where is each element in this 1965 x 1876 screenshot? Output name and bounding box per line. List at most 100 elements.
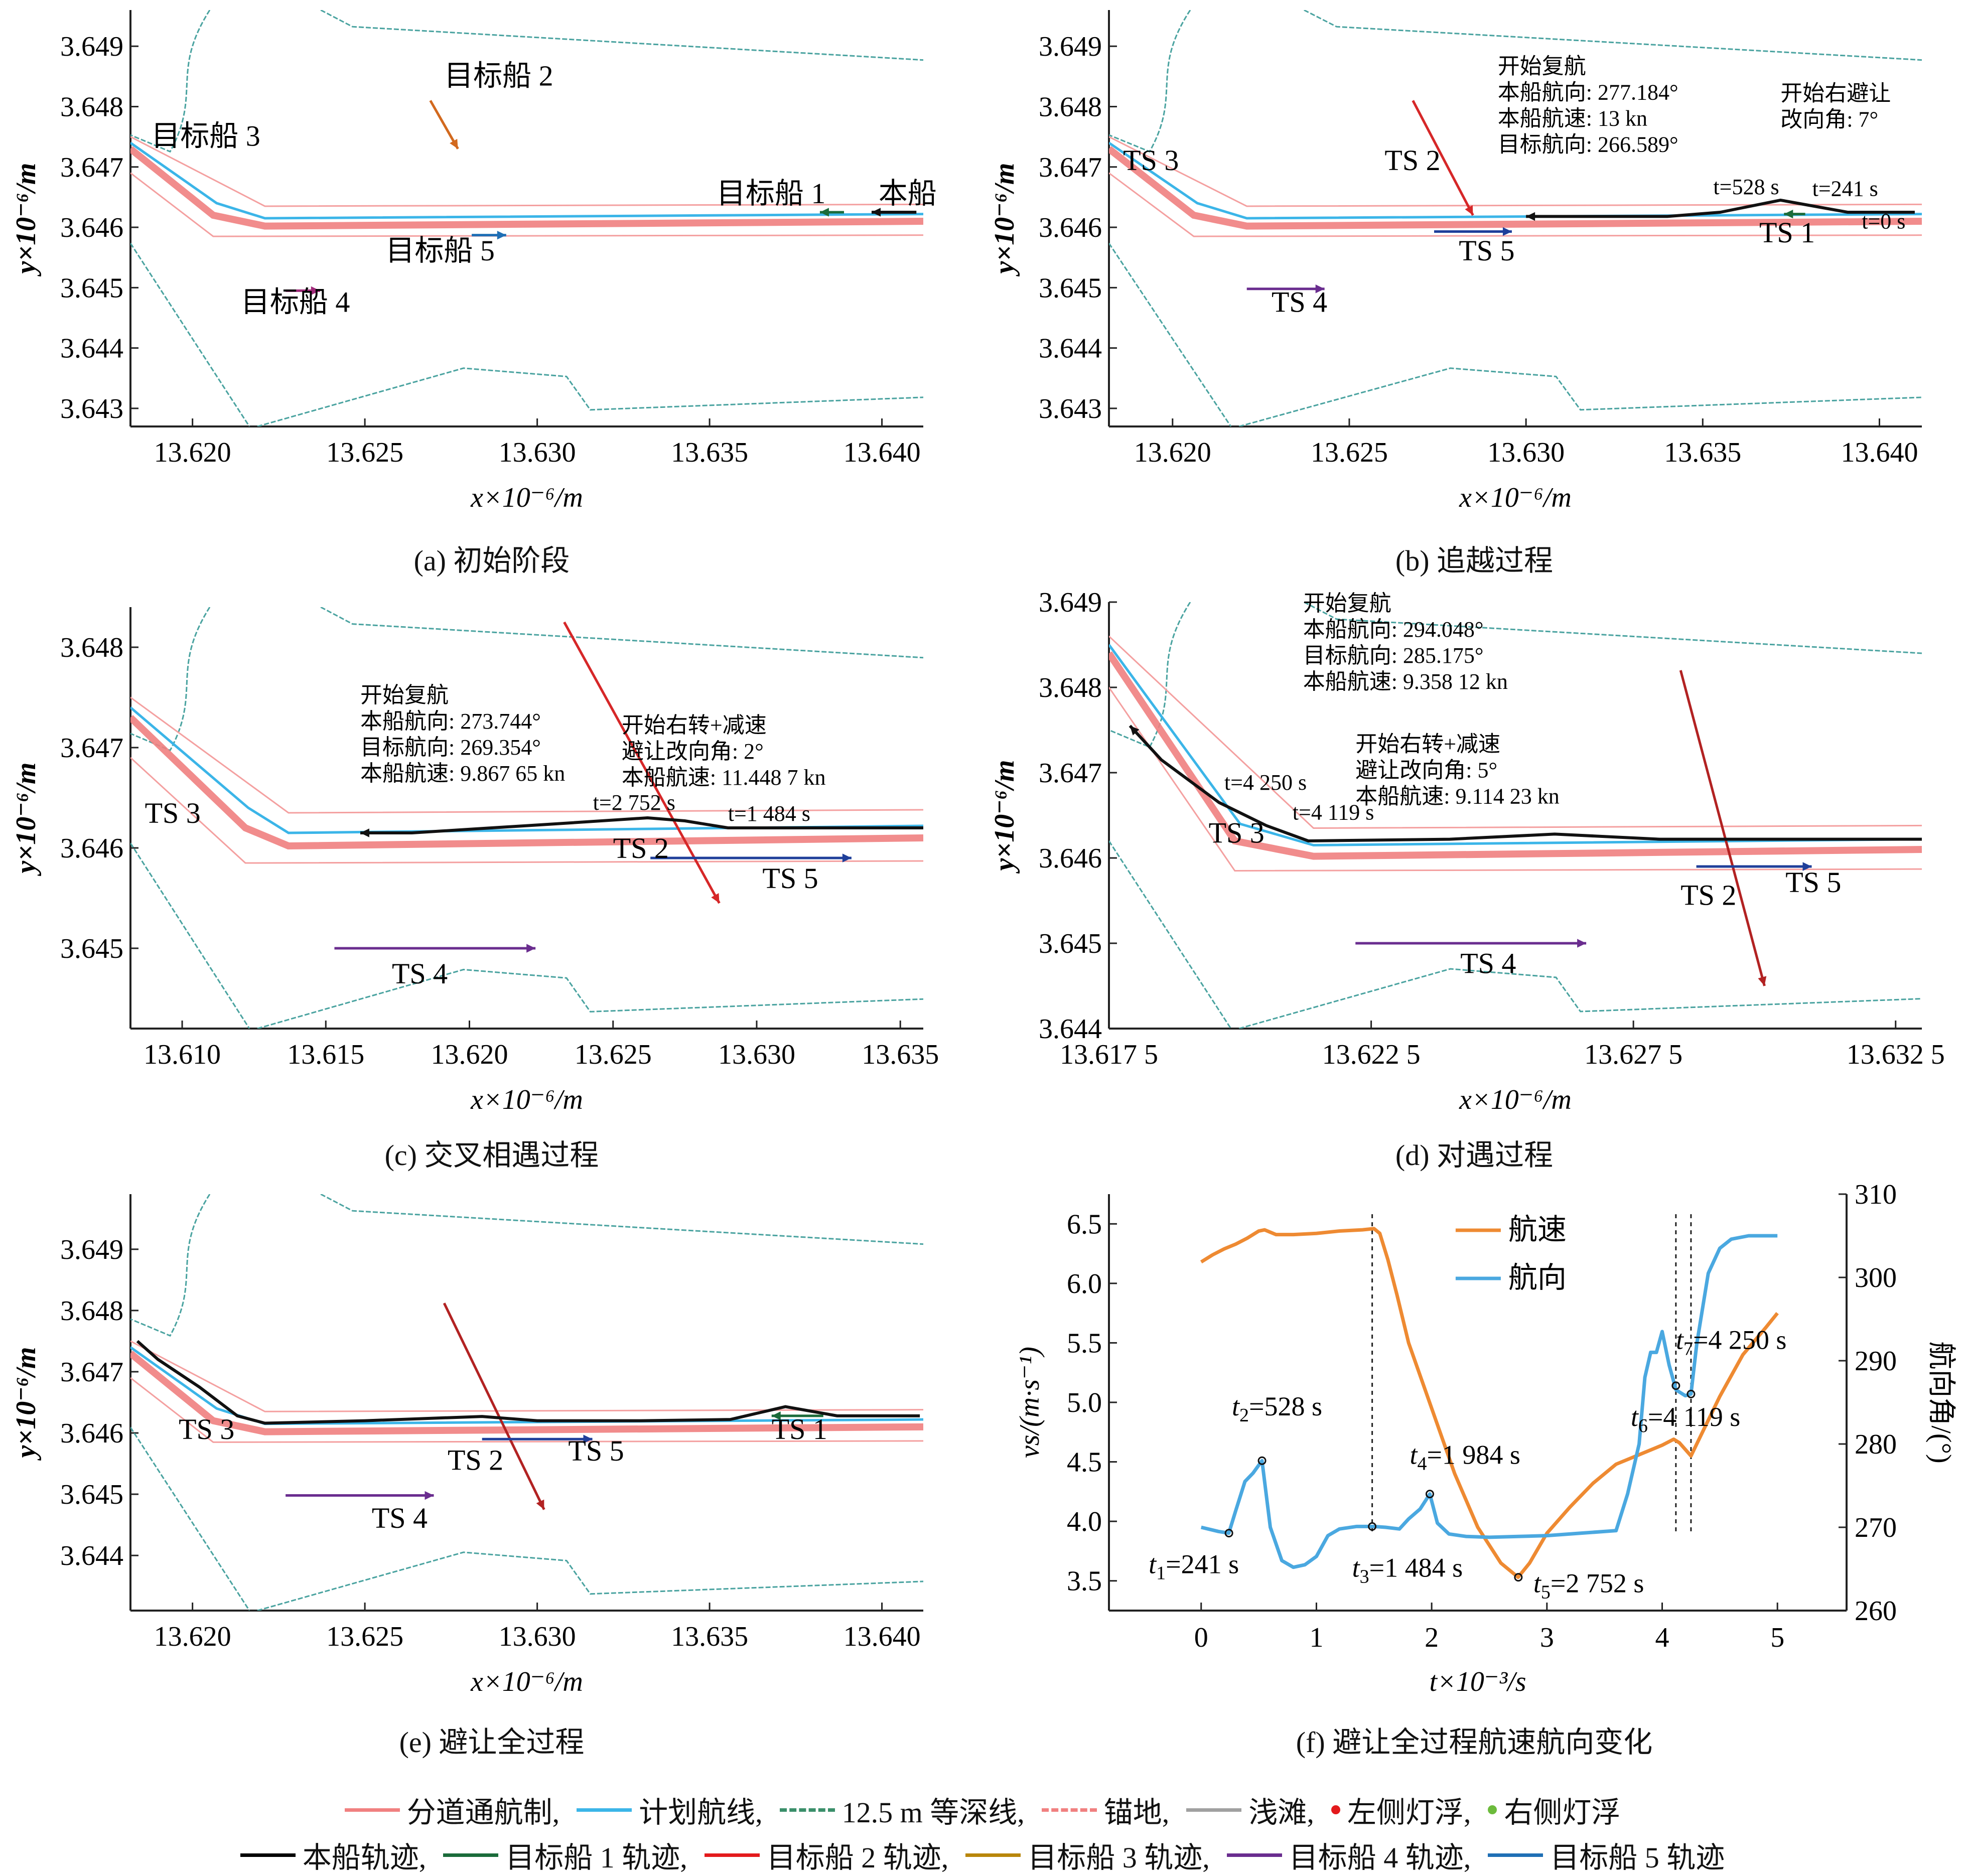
annotation-text: 目标航向: 266.589° <box>1498 132 1678 157</box>
y-tick-label: 3.649 <box>60 1234 123 1265</box>
annotation-text: t=2 752 s <box>593 790 675 815</box>
y-axis-label: y×10⁻⁶/m <box>11 1347 42 1461</box>
depth-contour-southwest <box>1109 242 1232 426</box>
caption-b: (b) 追越过程 <box>1395 544 1554 577</box>
x-tick-label: 13.632 5 <box>1847 1039 1945 1070</box>
event-label: t5=2 752 s <box>1533 1568 1644 1603</box>
event-marker <box>1257 1456 1267 1465</box>
y-tick-label-right: 260 <box>1855 1596 1897 1627</box>
event-label: t4=1 984 s <box>1410 1440 1520 1475</box>
x-tick-label: 13.635 <box>671 1621 748 1652</box>
arrowhead-ts5 <box>497 230 506 240</box>
y-tick-label: 3.644 <box>1039 1014 1102 1045</box>
ship-label: TS 4 <box>1460 947 1516 980</box>
track-ts2 <box>1412 100 1474 216</box>
arrowhead-os <box>1130 726 1140 736</box>
caption-e: (e) 避让全过程 <box>399 1726 585 1759</box>
arrowhead-ts4 <box>526 944 536 953</box>
x-tick-label: 13.620 <box>431 1039 508 1070</box>
plot-area <box>130 10 923 426</box>
legend-line-swatch <box>1186 1808 1242 1812</box>
legend-line-swatch <box>704 1853 760 1857</box>
legend-label: 航速 <box>1508 1213 1567 1246</box>
chart-a: 13.620 13.625 13.630 13.635 13.640 3.643 3.644… <box>11 10 937 513</box>
event-marker <box>1687 1389 1696 1398</box>
chart-b: 13.620 13.625 13.630 13.635 13.640 3.643 3.644… <box>989 10 1922 513</box>
chart-c: 13.610 13.615 13.620 13.625 13.630 13.635 3.64… <box>11 607 939 1115</box>
depth-contour-south <box>257 367 923 426</box>
plot-area <box>130 607 923 1029</box>
depth-contour-south <box>1238 367 1922 426</box>
arrowhead-ts1 <box>771 1411 781 1420</box>
annotation-text: t=528 s <box>1713 175 1779 199</box>
y-tick-label: 3.646 <box>60 212 123 243</box>
event-marker <box>1368 1522 1377 1531</box>
arrowhead-ts1 <box>1784 209 1793 219</box>
planned-route <box>130 706 923 834</box>
y-tick-label: 3.647 <box>1039 152 1102 183</box>
series-speed-line <box>1200 1227 1779 1579</box>
annotation-text: 本船航速: 9.867 65 kn <box>360 761 565 786</box>
y-tick-label: 3.645 <box>60 272 123 304</box>
panel-b: 13.620 13.625 13.630 13.635 13.640 3.643 3.644… <box>984 0 1965 582</box>
legend-item: 目标船 1 轨迹, <box>443 1834 687 1876</box>
event-label: t7=4 250 s <box>1676 1325 1786 1359</box>
y-tick-label: 3.648 <box>1039 91 1102 122</box>
annotation-text: 本船航速: 11.448 7 kn <box>622 765 826 790</box>
legend-line-swatch <box>1041 1808 1097 1812</box>
tss-boundary-upper <box>130 696 923 814</box>
y-tick-label: 3.645 <box>60 933 123 964</box>
event-label: t3=1 484 s <box>1352 1552 1463 1587</box>
ship-label: TS 3 <box>1123 144 1179 177</box>
y-tick-label: 3.647 <box>1039 758 1102 789</box>
planned-route <box>1109 644 1922 847</box>
arrowhead-ts5 <box>1502 227 1512 236</box>
arrowhead-os <box>871 208 881 217</box>
legend-item: 分道通航制, <box>344 1789 559 1831</box>
tss-separation-line <box>130 146 923 230</box>
tss-separation-line <box>1109 146 1922 230</box>
x-tick-label: 5 <box>1770 1622 1784 1653</box>
tss-boundary-upper <box>130 136 923 207</box>
tss-boundary-upper <box>130 1340 923 1412</box>
legend-line-swatch <box>779 1808 835 1812</box>
x-tick-label: 13.617 5 <box>1060 1039 1158 1070</box>
depth-contour-southwest <box>1109 840 1232 1029</box>
depth-contour-bay <box>130 607 211 752</box>
legend-label: 右侧灯浮 <box>1504 1796 1621 1829</box>
ship-label: TS 2 <box>1384 144 1440 177</box>
y-axis-label: y×10⁻⁶/m <box>11 763 42 877</box>
legend-item: 本船轨迹, <box>240 1834 426 1876</box>
legend-line-swatch <box>1488 1853 1543 1857</box>
legend-line-swatch <box>1226 1853 1282 1857</box>
tss-separation-line <box>1109 651 1922 860</box>
x-tick-label: 13.620 <box>154 1621 231 1652</box>
ship-label: TS 2 <box>448 1444 503 1476</box>
x-tick-label: 13.640 <box>844 437 921 468</box>
x-tick-label: 13.630 <box>499 1621 576 1652</box>
depth-contour-southwest <box>130 842 250 1029</box>
plot-area <box>1109 10 1922 426</box>
panel-d: 13.617 5 13.622 5 13.627 5 13.632 5 3.644 3.6… <box>984 587 1965 1174</box>
y-axis-label-right: 航向角/(°) <box>1925 1341 1956 1463</box>
y-tick-label-right: 290 <box>1855 1346 1897 1377</box>
y-tick-label-left: 6.5 <box>1067 1209 1102 1240</box>
track-ts2 <box>429 100 459 150</box>
depth-contour-bay <box>130 1194 211 1337</box>
track-ts2 <box>1679 670 1766 986</box>
x-axis-label: t×10⁻³/s <box>1429 1666 1526 1697</box>
arrowhead-ts5 <box>583 1434 593 1444</box>
track-os <box>1129 725 1922 843</box>
y-axis-label: y×10⁻⁶/m <box>989 760 1020 874</box>
x-tick-label: 13.620 <box>1134 437 1211 468</box>
legend-label: 计划航线, <box>639 1796 763 1829</box>
ship-label: TS 4 <box>1272 285 1327 318</box>
y-axis-label: y×10⁻⁶/m <box>989 163 1020 277</box>
x-axis-label: x×10⁻⁶/m <box>470 1666 583 1697</box>
track-os <box>360 816 923 834</box>
annotation-text: t=0 s <box>1862 209 1905 233</box>
annotation-text: t=4 119 s <box>1293 800 1374 825</box>
tss-boundary-lower <box>1109 172 1922 237</box>
ship-label: TS 2 <box>613 832 669 864</box>
annotation-text: 避让改向角: 5° <box>1355 758 1497 783</box>
